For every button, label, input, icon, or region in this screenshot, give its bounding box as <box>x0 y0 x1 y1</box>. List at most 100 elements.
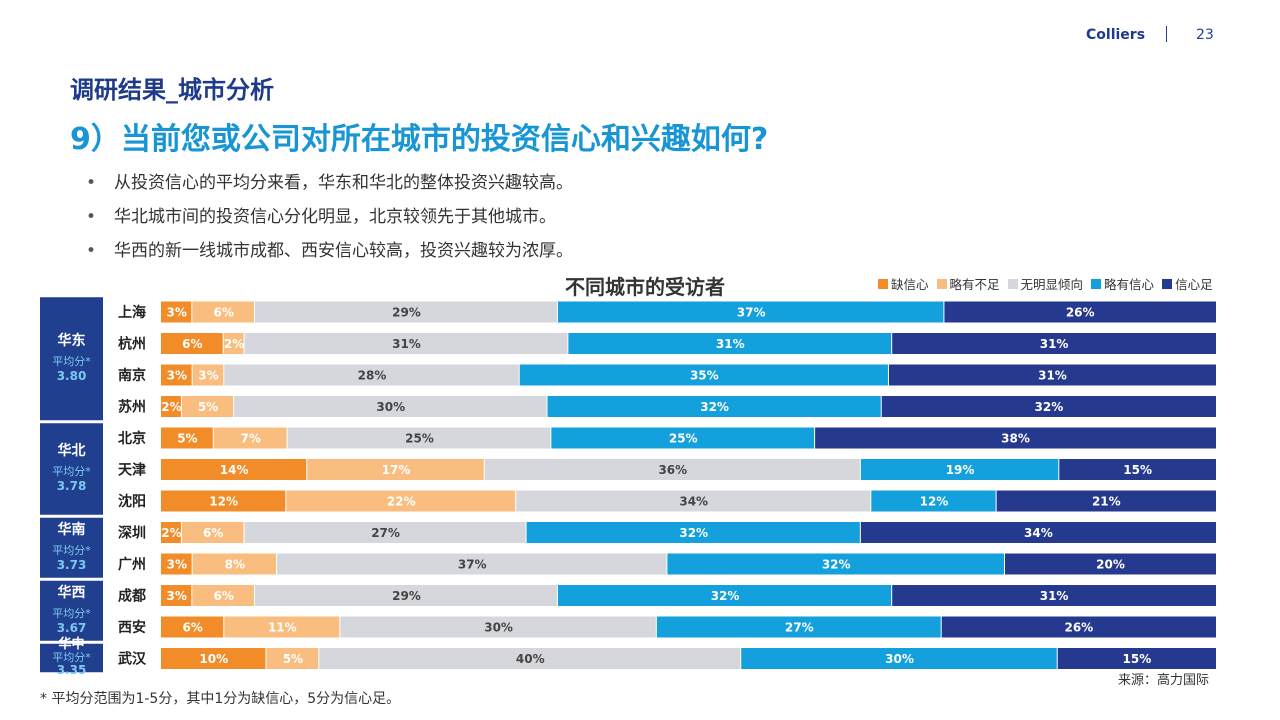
bar-segment <box>484 459 861 480</box>
legend-label: 略有不足 <box>949 277 1000 292</box>
data-label: 27% <box>371 526 400 540</box>
city-label: 广州 <box>118 556 146 573</box>
bar-segment <box>319 648 742 669</box>
data-label: 25% <box>669 432 698 446</box>
city-label: 西安 <box>118 619 146 636</box>
bar-segment-gap <box>212 427 215 449</box>
bar-segment-gap <box>483 459 486 480</box>
data-label: 34% <box>679 495 708 509</box>
bar-segment-gap <box>243 333 246 354</box>
bar-segment <box>516 490 872 512</box>
source-note: 来源：高力国际 <box>1118 673 1210 688</box>
data-label: 5% <box>177 432 197 446</box>
bullet-item: • 华北城市间的投资信心分化明显，北京较领先于其他城市。 <box>86 204 573 238</box>
bar-segment <box>287 427 552 449</box>
data-label: 30% <box>484 621 513 635</box>
data-label: 30% <box>885 652 914 666</box>
data-label: 6% <box>213 306 233 320</box>
bar-segment-gap <box>233 396 235 417</box>
data-label: 22% <box>387 495 416 509</box>
data-label: 38% <box>1001 432 1030 446</box>
data-label: 2% <box>161 400 181 414</box>
data-label: 40% <box>516 652 545 666</box>
bar-segment-gap <box>859 522 862 543</box>
bar-segment <box>181 396 235 417</box>
bar-segment-gap <box>666 553 668 575</box>
bullet-item: • 华西的新一线城市成都、西安信心较高，投资兴趣较为浓厚。 <box>86 238 573 272</box>
city-label: 上海 <box>118 304 146 321</box>
data-label: 15% <box>1123 463 1152 477</box>
region-avg-value: 3.67 <box>57 621 87 635</box>
bar-segment <box>161 522 182 543</box>
region-avg-label: 平均分* <box>52 607 91 620</box>
data-label: 11% <box>268 621 297 635</box>
bar-segment <box>161 490 287 512</box>
bullet-dot-icon: • <box>86 241 97 261</box>
section-title: 调研结果_城市分析 <box>70 76 274 104</box>
data-label: 6% <box>182 337 202 351</box>
city-label: 成都 <box>118 588 146 605</box>
data-label: 2% <box>224 337 244 351</box>
bar-segment <box>667 553 1005 575</box>
bar-segment-gap <box>306 459 308 480</box>
city-label: 武汉 <box>118 651 147 668</box>
bullet-dot-icon: • <box>86 173 97 193</box>
region-box <box>40 580 103 641</box>
region-name: 华北 <box>58 442 86 459</box>
bar-segment <box>860 522 1216 543</box>
region-avg-value: 3.80 <box>57 369 87 383</box>
bar-segment <box>340 616 657 638</box>
data-label: 8% <box>225 558 245 572</box>
bar-segment <box>547 396 882 417</box>
bar-segment-gap <box>243 522 246 543</box>
question-title: 9）当前您或公司对所在城市的投资信心和兴趣如何? <box>70 122 769 157</box>
bar-segment <box>286 490 517 512</box>
data-label: 27% <box>785 621 814 635</box>
bar-segment-gap <box>515 490 517 512</box>
bar-segment <box>161 427 214 449</box>
bar-segment <box>161 585 193 606</box>
data-label: 15% <box>1123 652 1152 666</box>
bar-segment <box>244 333 569 354</box>
bar-segment-gap <box>1004 553 1006 575</box>
legend-label: 略有信心 <box>1104 277 1155 292</box>
legend-swatch <box>878 278 888 289</box>
bar-segment-gap <box>891 333 893 354</box>
bar-segment <box>892 585 1216 606</box>
bar-segment <box>881 396 1216 417</box>
bar-segment-gap <box>276 553 278 575</box>
bar-segment-gap <box>556 585 559 606</box>
bar-segment <box>307 459 485 480</box>
legend-item: 缺信心 <box>878 274 929 293</box>
bar-segment <box>223 333 245 354</box>
data-label: 3% <box>166 589 186 603</box>
bar-segment <box>161 648 267 669</box>
legend-label: 信心足 <box>1175 277 1213 292</box>
bar-segment-gap <box>286 427 289 449</box>
bar-segment <box>519 364 889 386</box>
data-label: 32% <box>700 400 729 414</box>
bar-segment <box>161 396 182 417</box>
bar-segment-gap <box>887 364 890 386</box>
brand-logo-text: Colliers <box>1086 27 1146 43</box>
data-label: 37% <box>458 558 487 572</box>
bar-segment <box>213 427 288 449</box>
bar-segment-gap <box>1058 459 1060 480</box>
city-label: 北京 <box>118 430 146 447</box>
region-box <box>40 423 103 515</box>
bar-segment-gap <box>223 616 225 638</box>
bar-segment <box>255 301 558 323</box>
legend-item: 略有信心 <box>1091 274 1154 293</box>
bar-segment <box>892 333 1216 354</box>
data-label: 19% <box>946 463 975 477</box>
bar-segment <box>941 616 1216 638</box>
data-label: 12% <box>209 495 238 509</box>
region-box <box>40 643 103 673</box>
bar-segment <box>192 301 256 323</box>
data-label: 31% <box>716 337 745 351</box>
data-label: 37% <box>737 306 766 320</box>
region-avg-value: 3.73 <box>57 558 87 572</box>
bar-segment-gap <box>223 364 225 386</box>
bar-segment <box>161 301 193 323</box>
city-label: 南京 <box>118 367 146 384</box>
